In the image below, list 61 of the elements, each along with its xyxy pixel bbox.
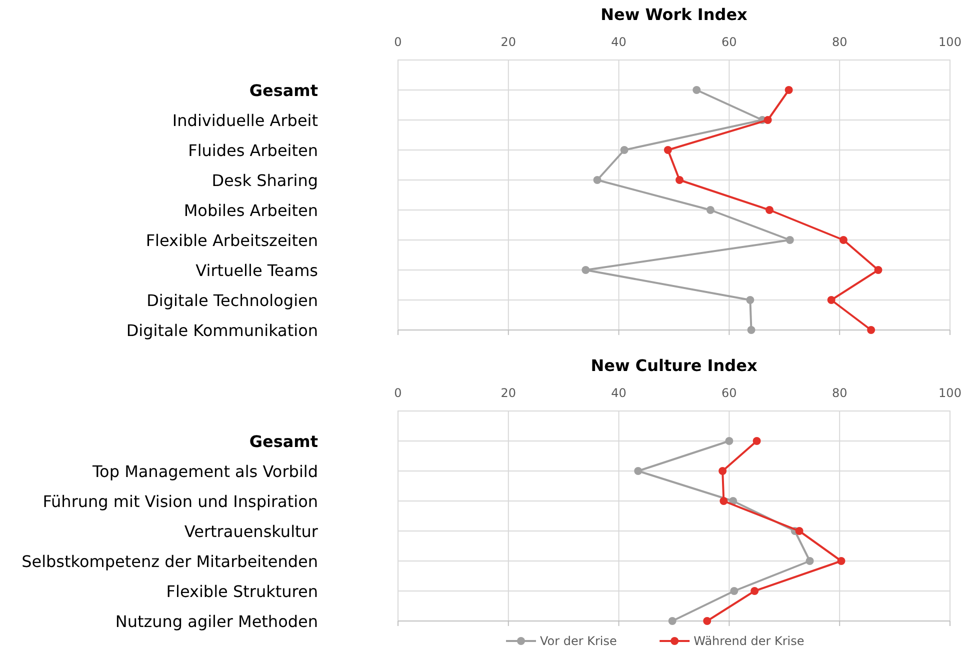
y-tick-label: Mobiles Arbeiten	[184, 201, 318, 220]
x-tick-label: 40	[611, 386, 626, 400]
point	[764, 116, 772, 124]
point	[747, 326, 756, 334]
point	[676, 176, 684, 184]
point	[786, 236, 794, 244]
point	[620, 146, 628, 154]
point	[795, 527, 804, 535]
x-tick-label: 20	[500, 386, 516, 400]
y-tick-label: Desk Sharing	[212, 171, 318, 190]
x-tick-label: 0	[394, 386, 402, 400]
point	[784, 86, 793, 94]
chart-title: New Work Index	[600, 5, 748, 24]
x-tick-label: 60	[722, 386, 737, 400]
y-tick-label: Fluides Arbeiten	[188, 141, 318, 160]
y-tick-label: Gesamt	[249, 81, 318, 100]
point	[582, 266, 590, 274]
x-tick-label: 20	[500, 35, 516, 49]
y-tick-label: Flexible Strukturen	[166, 582, 318, 601]
y-tick-label: Selbstkompetenz der Mitarbeitenden	[22, 552, 318, 571]
legend-label: Während der Krise	[694, 634, 804, 648]
legend-label: Vor der Krise	[540, 634, 617, 648]
point	[874, 266, 882, 274]
point	[634, 467, 642, 475]
point	[706, 206, 714, 214]
y-tick-label: Digitale Technologien	[146, 291, 318, 310]
point	[720, 497, 728, 505]
point	[746, 296, 754, 304]
y-tick-label: Gesamt	[249, 432, 318, 451]
point	[827, 296, 836, 304]
point	[750, 587, 759, 595]
x-tick-label: 80	[832, 35, 848, 49]
point	[692, 86, 701, 94]
point	[703, 617, 712, 625]
point	[730, 587, 738, 595]
y-tick-label: Top Management als Vorbild	[91, 462, 318, 481]
y-tick-label: Digitale Kommunikation	[126, 321, 318, 340]
point	[765, 206, 774, 214]
chart-title: New Culture Index	[590, 356, 758, 375]
y-tick-label: Nutzung agiler Methoden	[115, 612, 318, 631]
x-tick-label: 40	[611, 35, 626, 49]
point	[725, 437, 734, 445]
point	[593, 176, 602, 184]
point	[837, 557, 846, 565]
x-tick-label: 80	[832, 386, 848, 400]
x-tick-label: 100	[938, 386, 962, 400]
point	[664, 146, 672, 154]
y-tick-label: Vertrauenskultur	[184, 522, 318, 541]
x-tick-label: 100	[938, 35, 962, 49]
x-tick-label: 0	[394, 35, 402, 49]
point	[839, 236, 848, 244]
point	[668, 617, 676, 625]
y-tick-label: Virtuelle Teams	[196, 261, 318, 280]
point	[806, 557, 814, 565]
y-tick-label: Flexible Arbeitszeiten	[146, 231, 318, 250]
point	[752, 437, 761, 445]
point	[867, 326, 876, 334]
y-tick-label: Individuelle Arbeit	[172, 111, 318, 130]
point	[718, 467, 727, 475]
x-tick-label: 60	[722, 35, 737, 49]
y-tick-label: Führung mit Vision und Inspiration	[42, 492, 318, 511]
